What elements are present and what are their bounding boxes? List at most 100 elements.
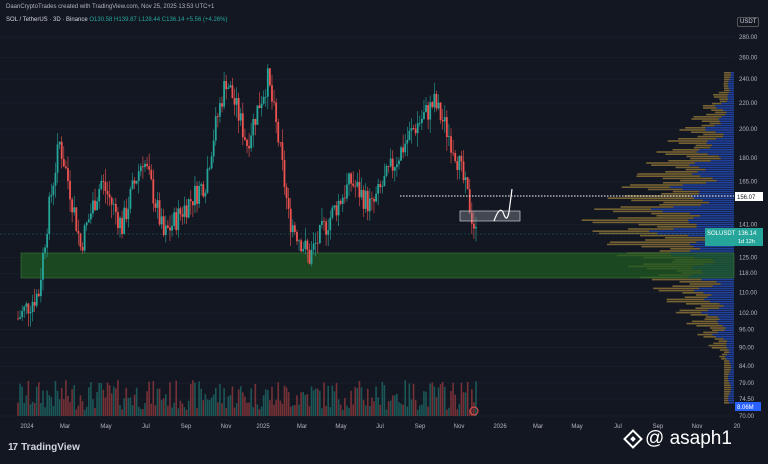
vp-bar-sell bbox=[679, 129, 706, 131]
price-tick-label: 125.00 bbox=[739, 255, 758, 261]
candle-body bbox=[420, 118, 423, 123]
candle-body bbox=[462, 161, 465, 181]
volume-bar bbox=[248, 402, 250, 416]
symbol-legend: SOL / TetherUS · 3D · Binance O130.58 H1… bbox=[6, 17, 227, 23]
vp-bar-buy bbox=[688, 219, 734, 221]
vp-bar-buy bbox=[718, 118, 734, 120]
vp-bar-buy bbox=[728, 395, 734, 397]
volume-bar bbox=[254, 383, 257, 416]
support-zone bbox=[20, 252, 735, 279]
candle-body bbox=[37, 293, 40, 297]
vp-bar-buy bbox=[705, 182, 734, 184]
price-tick-label: 280.00 bbox=[739, 35, 758, 41]
vp-bar-buy bbox=[707, 140, 734, 142]
volume-bar bbox=[69, 402, 71, 416]
volume-bar bbox=[98, 382, 100, 416]
candle-body bbox=[381, 186, 384, 187]
vp-bar-sell bbox=[620, 206, 674, 208]
candle-body bbox=[454, 152, 457, 162]
candle-body bbox=[146, 163, 148, 167]
candle-body bbox=[308, 249, 311, 264]
vp-bar-buy bbox=[716, 179, 734, 182]
vp-bar-sell bbox=[685, 168, 706, 171]
time-tick-label: 2024 bbox=[20, 424, 34, 430]
vp-bar-buy bbox=[689, 164, 734, 166]
candle-body bbox=[162, 216, 165, 236]
candle-body bbox=[137, 171, 140, 181]
candle-body bbox=[71, 199, 74, 213]
candle-body bbox=[181, 214, 184, 217]
volume-bar bbox=[450, 390, 452, 416]
vp-bar-sell bbox=[627, 228, 674, 230]
candle-body bbox=[375, 193, 377, 202]
volume-bar bbox=[331, 385, 334, 416]
candle-body bbox=[306, 240, 309, 250]
volume-tag-text: 8.06M bbox=[737, 405, 754, 411]
vp-bar-buy bbox=[728, 377, 734, 380]
volume-bar bbox=[104, 397, 107, 416]
volume-bar bbox=[48, 395, 51, 416]
vp-bar-sell bbox=[719, 349, 729, 351]
vp-bar-sell bbox=[724, 399, 729, 402]
volume-bar bbox=[233, 407, 236, 416]
candle-body bbox=[50, 194, 53, 197]
candle-body bbox=[92, 200, 94, 214]
vp-bar-sell bbox=[617, 217, 694, 219]
time-tick-label: Jul bbox=[376, 424, 384, 430]
vp-bar-sell bbox=[724, 386, 731, 389]
price-tick-label: 165.00 bbox=[739, 180, 758, 186]
candle-body bbox=[142, 166, 144, 168]
vp-bar-buy bbox=[692, 173, 734, 175]
volume-bar bbox=[79, 395, 82, 416]
vp-bar-sell bbox=[724, 382, 730, 384]
volume-bar bbox=[258, 409, 261, 416]
vp-bar-buy bbox=[712, 177, 734, 180]
event-marker-icon[interactable] bbox=[469, 406, 479, 416]
volume-bar bbox=[394, 395, 396, 416]
volume-bar bbox=[63, 399, 65, 416]
time-tick-label: Mar bbox=[297, 424, 307, 430]
candle-body bbox=[156, 200, 159, 208]
candle-body bbox=[337, 200, 340, 216]
time-axis[interactable]: 2024 Mar May Jul Sep Nov 2025 Mar May Jul Sep Nov 20… bbox=[20, 424, 741, 430]
volume-bar bbox=[456, 409, 459, 416]
candle-body bbox=[169, 227, 171, 231]
volume-bar bbox=[23, 402, 26, 416]
candle-body bbox=[206, 168, 209, 193]
volume-bar bbox=[364, 405, 367, 416]
candle-body bbox=[94, 200, 96, 211]
candle-body bbox=[183, 205, 186, 217]
candle-body bbox=[287, 198, 290, 209]
price-tick-label: 90.00 bbox=[739, 345, 755, 351]
volume-bar bbox=[287, 392, 290, 416]
candle-body bbox=[200, 184, 203, 186]
candle-body bbox=[98, 188, 101, 202]
tradingview-logo[interactable]: 17 TradingView bbox=[8, 442, 80, 453]
vp-bar-sell bbox=[706, 113, 726, 116]
vp-bar-sell bbox=[646, 162, 695, 164]
candle-body bbox=[312, 243, 315, 250]
volume-bar bbox=[431, 382, 434, 416]
candle-body bbox=[273, 101, 275, 103]
volume-bar bbox=[237, 389, 240, 416]
volume-bar bbox=[396, 393, 398, 416]
candle-body bbox=[350, 173, 352, 184]
vp-bar-sell bbox=[636, 175, 701, 177]
volume-bar bbox=[416, 409, 419, 416]
candle-body bbox=[194, 185, 196, 206]
volume-bar bbox=[123, 398, 125, 416]
candle-body bbox=[219, 103, 221, 117]
vp-bar-sell bbox=[690, 314, 708, 316]
vp-bar-buy bbox=[705, 168, 734, 171]
price-axis[interactable]: 280.00 260.00 240.00 220.00 200.00 180.00 165.… bbox=[739, 35, 758, 420]
vp-bar-buy bbox=[730, 74, 734, 76]
currency-label[interactable]: USDT bbox=[737, 17, 760, 27]
vp-bar-buy bbox=[709, 146, 734, 149]
vp-bar-buy bbox=[705, 127, 734, 129]
vp-bar-sell bbox=[701, 305, 724, 307]
vp-bar-buy bbox=[710, 160, 734, 162]
candle-body bbox=[389, 158, 392, 167]
symbol-title[interactable]: SOL / TetherUS · 3D · Binance bbox=[6, 17, 88, 23]
vp-bar-buy bbox=[709, 201, 734, 204]
